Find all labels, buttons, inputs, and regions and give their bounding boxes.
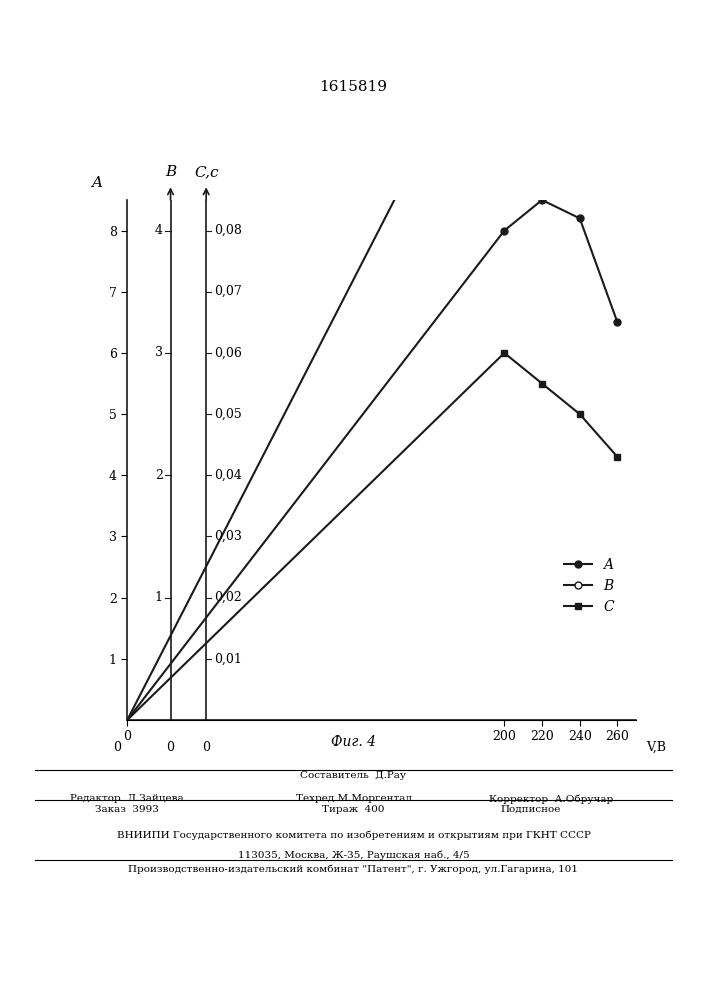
Text: 0,03: 0,03 xyxy=(214,530,242,543)
Text: Составитель  Д.Рау: Составитель Д.Рау xyxy=(300,771,407,780)
Legend: A, B, C: A, B, C xyxy=(559,552,619,619)
A xyxy=(575,212,584,224)
Text: B: B xyxy=(165,165,176,179)
Text: 0,07: 0,07 xyxy=(214,285,242,298)
A xyxy=(500,225,508,237)
Text: Техред М.Моргентал: Техред М.Моргентал xyxy=(296,794,411,803)
Text: 1: 1 xyxy=(155,591,163,604)
C xyxy=(613,451,621,463)
Text: Тираж  400: Тираж 400 xyxy=(322,805,385,814)
Text: 0,05: 0,05 xyxy=(214,408,242,421)
A xyxy=(613,316,621,328)
Text: Подписное: Подписное xyxy=(500,805,561,814)
Text: A: A xyxy=(91,176,103,190)
Text: V,В: V,В xyxy=(646,741,667,754)
Text: 0: 0 xyxy=(113,741,121,754)
Text: 113035, Москва, Ж-35, Раушская наб., 4/5: 113035, Москва, Ж-35, Раушская наб., 4/5 xyxy=(238,850,469,859)
Text: 0,02: 0,02 xyxy=(214,591,242,604)
Text: 1615819: 1615819 xyxy=(320,80,387,94)
Text: 0,04: 0,04 xyxy=(214,469,242,482)
Text: Редактор  Л.Зайцева: Редактор Л.Зайцева xyxy=(71,794,184,803)
Text: 0: 0 xyxy=(167,741,175,754)
Text: C,c: C,c xyxy=(194,165,218,179)
Text: 0: 0 xyxy=(202,741,210,754)
Text: Фиг. 4: Фиг. 4 xyxy=(331,735,376,749)
Text: 2: 2 xyxy=(155,469,163,482)
Text: 0,08: 0,08 xyxy=(214,224,242,237)
C xyxy=(538,378,547,390)
Text: ВНИИПИ Государственного комитета по изобретениям и открытиям при ГКНТ СССР: ВНИИПИ Государственного комитета по изоб… xyxy=(117,830,590,840)
Line: A: A xyxy=(501,197,621,326)
Text: 4: 4 xyxy=(155,224,163,237)
Text: Производственно-издательский комбинат "Патент", г. Ужгород, ул.Гагарина, 101: Производственно-издательский комбинат "П… xyxy=(129,865,578,874)
Text: Заказ  3993: Заказ 3993 xyxy=(95,805,159,814)
Text: 0,06: 0,06 xyxy=(214,346,242,359)
Text: 3: 3 xyxy=(155,346,163,359)
A xyxy=(538,194,547,206)
C xyxy=(500,347,508,359)
Text: Корректор  А.Обручар: Корректор А.Обручар xyxy=(489,794,614,804)
Text: 0,01: 0,01 xyxy=(214,652,242,665)
Line: C: C xyxy=(501,349,621,460)
C xyxy=(575,408,584,420)
